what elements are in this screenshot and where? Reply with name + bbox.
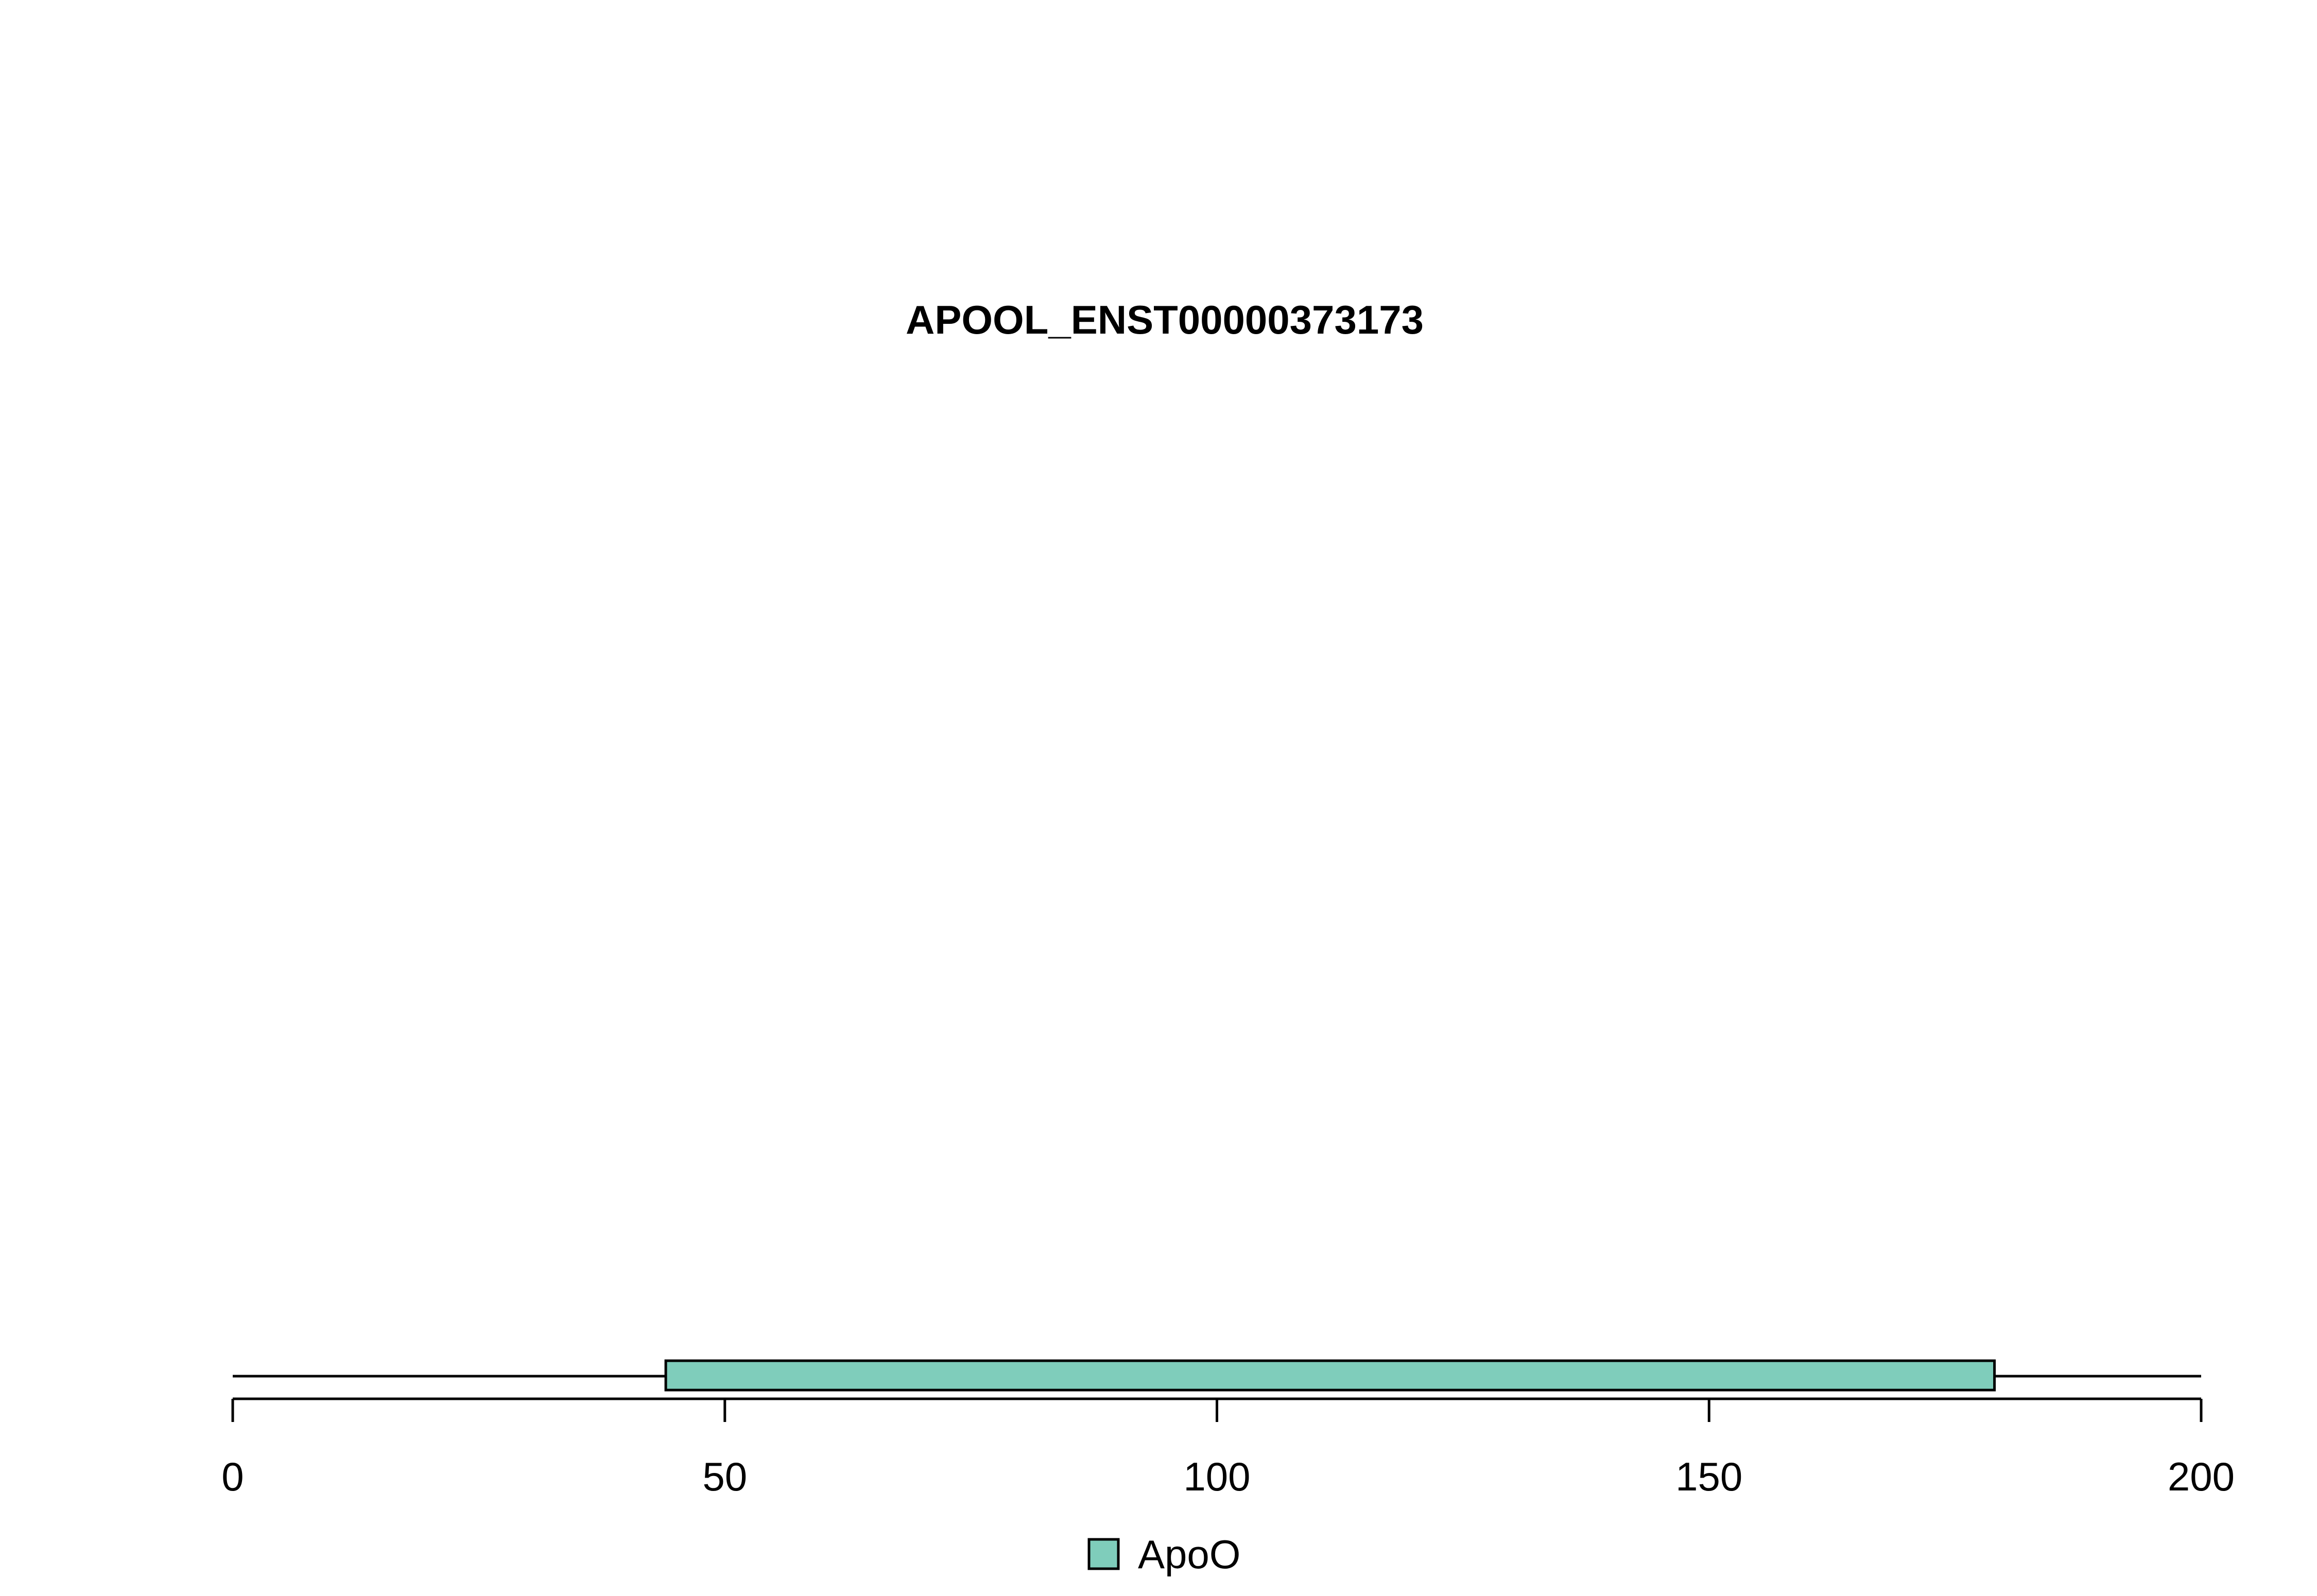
x-tick-label: 150	[1675, 1454, 1742, 1499]
domain-bar-apoo	[664, 1359, 1996, 1392]
x-axis: 0 50 100 150 200	[221, 1397, 2235, 1499]
x-tick-label: 0	[221, 1454, 244, 1499]
legend-label: ApoO	[1138, 1532, 1240, 1577]
chart-title: APOOL_ENST00000373173	[906, 297, 1424, 342]
x-tick-label: 100	[1183, 1454, 1250, 1499]
x-tick-label: 50	[702, 1454, 747, 1499]
x-tick-label: 200	[2168, 1454, 2235, 1499]
legend-swatch	[1087, 1538, 1120, 1570]
legend: ApoO	[1087, 1532, 1240, 1577]
domain-layer	[664, 1359, 1996, 1392]
